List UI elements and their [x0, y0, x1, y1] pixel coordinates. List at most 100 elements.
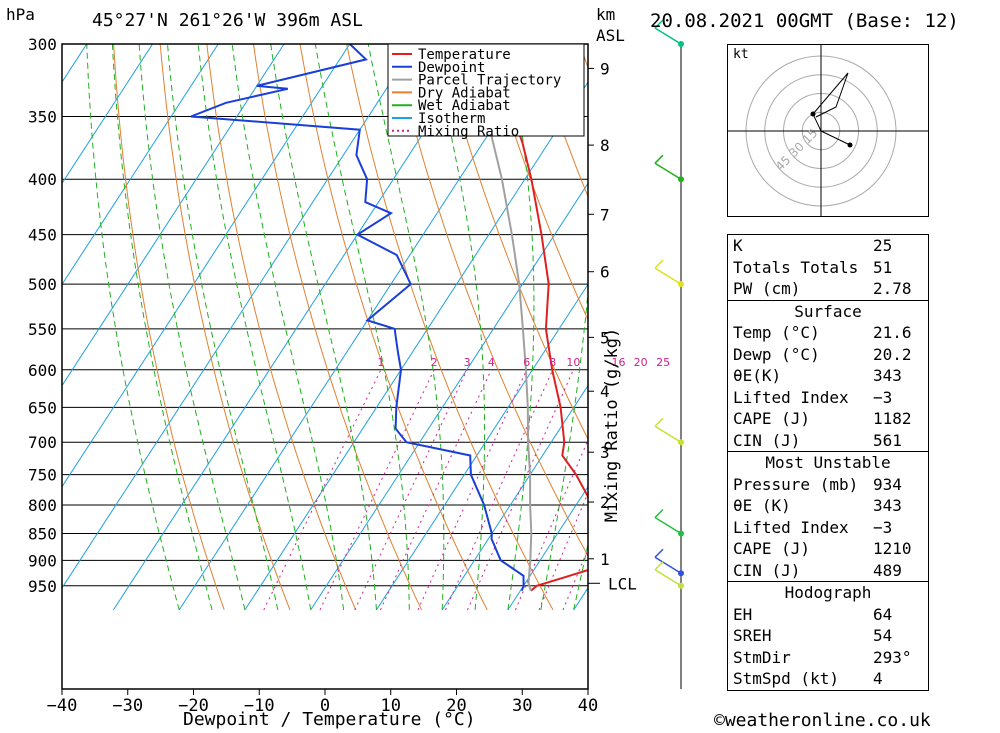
wet-adiabat-line [86, 44, 180, 611]
wind-barb [654, 516, 682, 535]
isotherm-line [441, 384, 588, 611]
isotherm-line [62, 44, 351, 488]
chart-grid [0, 12, 1000, 611]
index-value: 2.78 [873, 279, 912, 298]
mixing-ratio-label: 8 [549, 356, 556, 369]
index-row: CIN (J) 561 [728, 430, 928, 452]
index-value: 561 [873, 430, 902, 450]
index-label: Temp (°C) [733, 323, 820, 342]
km-tick-label: 1 [600, 550, 610, 569]
wet-adiabat-line [607, 12, 742, 610]
wind-barb [654, 569, 682, 587]
pressure-unit-label: hPa [6, 5, 35, 24]
wet-adiabat-line [573, 542, 588, 611]
pressure-tick-label: 950 [28, 577, 57, 596]
wind-barbs [654, 19, 684, 689]
mixing-ratio-label: 16 [612, 356, 626, 369]
dry-adiabat-line [159, 44, 291, 611]
mixing-ratio-line [319, 369, 435, 611]
dry-adiabat-line [439, 44, 588, 441]
dry-adiabat-line [252, 44, 422, 611]
pressure-tick-label: 900 [28, 551, 57, 570]
index-label: CAPE (J) [733, 409, 811, 428]
isotherm-line [62, 44, 285, 387]
mixing-ratio-line [467, 369, 574, 611]
legend-label: Isotherm [418, 111, 485, 127]
wet-adiabat-line [197, 44, 312, 610]
isotherm-line [0, 12, 42, 610]
wind-barb-feather [654, 417, 664, 427]
x-tick-label: 0 [320, 696, 330, 716]
wind-barb-feather [654, 508, 664, 519]
index-value: −3 [873, 387, 893, 407]
index-label: SREH [733, 626, 772, 645]
mixing-ratio-label: 20 [634, 356, 648, 369]
pressure-tick-label: 300 [28, 35, 57, 54]
general-indices: K 25 Totals Totals 51 PW (cm) 2.78 [728, 235, 928, 300]
hodograph-panel: 15 30 45 kt [727, 44, 929, 217]
wet-adiabat-line [314, 44, 410, 610]
index-value: 54 [873, 626, 893, 645]
chart-title: 45°27'N 261°26'W 396m ASL [92, 10, 363, 31]
hodograph-unit: kt [733, 47, 749, 62]
chart-series [190, 44, 588, 592]
wet-adiabat-line [367, 44, 445, 610]
legend-label: Dry Adiabat [418, 85, 511, 101]
hodograph-ring-label: 45 [773, 153, 794, 174]
mixing-ratio-line [445, 369, 554, 611]
mixing-ratio-label: 4 [488, 356, 495, 369]
index-value: 293° [873, 647, 912, 667]
mixing-ratio-label: 25 [656, 356, 670, 369]
index-value: −3 [873, 517, 893, 537]
legend-label: Dewpoint [418, 60, 485, 76]
mixing-ratio-line [417, 369, 528, 611]
legend-label: Mixing Ratio [418, 124, 519, 140]
index-value: 25 [873, 236, 893, 255]
mixing-ratio-label: 1 [377, 356, 384, 369]
index-row: θE(K) 343 [728, 365, 928, 387]
index-row: CAPE (J) 1210 [728, 538, 928, 560]
x-tick-label: −10 [244, 696, 275, 716]
storm-motion-point [847, 142, 853, 148]
km-unit-label: km [596, 5, 616, 24]
most-unstable-indices: Pressure (mb) 934 θE (K) 343 Lifted Index −3 C… [728, 474, 928, 582]
surface-indices: Temp (°C) 21.6 Dewp (°C) 20.2 θE(K) 343 Lifted… [728, 322, 928, 451]
storm-motion-line [820, 130, 851, 146]
index-value: 489 [873, 560, 902, 580]
index-row: CIN (J) 489 [728, 560, 928, 582]
index-row: Temp (°C) 21.6 [728, 322, 928, 344]
index-row: Lifted Index −3 [728, 517, 928, 539]
hodograph-ring-label: 30 [786, 139, 807, 160]
km-tick-label: 3 [600, 443, 610, 462]
pressure-tick-label: 700 [28, 433, 57, 452]
wind-barb [654, 267, 682, 285]
wind-barb-feather [654, 561, 664, 571]
index-label: EH [733, 604, 753, 624]
index-label: Lifted Index [733, 517, 849, 537]
series-parcel-trajectory [467, 44, 533, 592]
wind-barb-feather [654, 259, 664, 269]
hodograph-title: Hodograph [784, 583, 872, 602]
plot-frame [61, 43, 589, 690]
hodograph-point [810, 111, 816, 117]
mixing-ratio-label: 2 [431, 356, 438, 369]
index-row: SREH 54 [728, 625, 928, 647]
hodograph-indices: EH 64 SREH 54 StmDir 293° StmSpd (kt) 4 [728, 604, 928, 690]
index-row: Dewp (°C) 20.2 [728, 344, 928, 366]
dry-adiabat-line [980, 12, 1000, 610]
index-label: K [733, 236, 743, 255]
index-label: StmDir [733, 647, 791, 667]
index-value: 343 [873, 366, 902, 385]
km-tick-label: 6 [600, 263, 610, 282]
index-value: 1182 [873, 409, 912, 428]
dry-adiabat-line [346, 44, 554, 611]
most-unstable-title: Most Unstable [765, 453, 891, 472]
index-label: CAPE (J) [733, 539, 811, 558]
pressure-tick-label: 850 [28, 524, 57, 543]
index-value: 21.6 [873, 323, 912, 342]
indices-panel: K 25 Totals Totals 51 PW (cm) 2.78 Surface Te… [727, 234, 929, 691]
x-tick-label: 10 [381, 696, 401, 716]
index-label: PW (cm) [733, 279, 801, 298]
